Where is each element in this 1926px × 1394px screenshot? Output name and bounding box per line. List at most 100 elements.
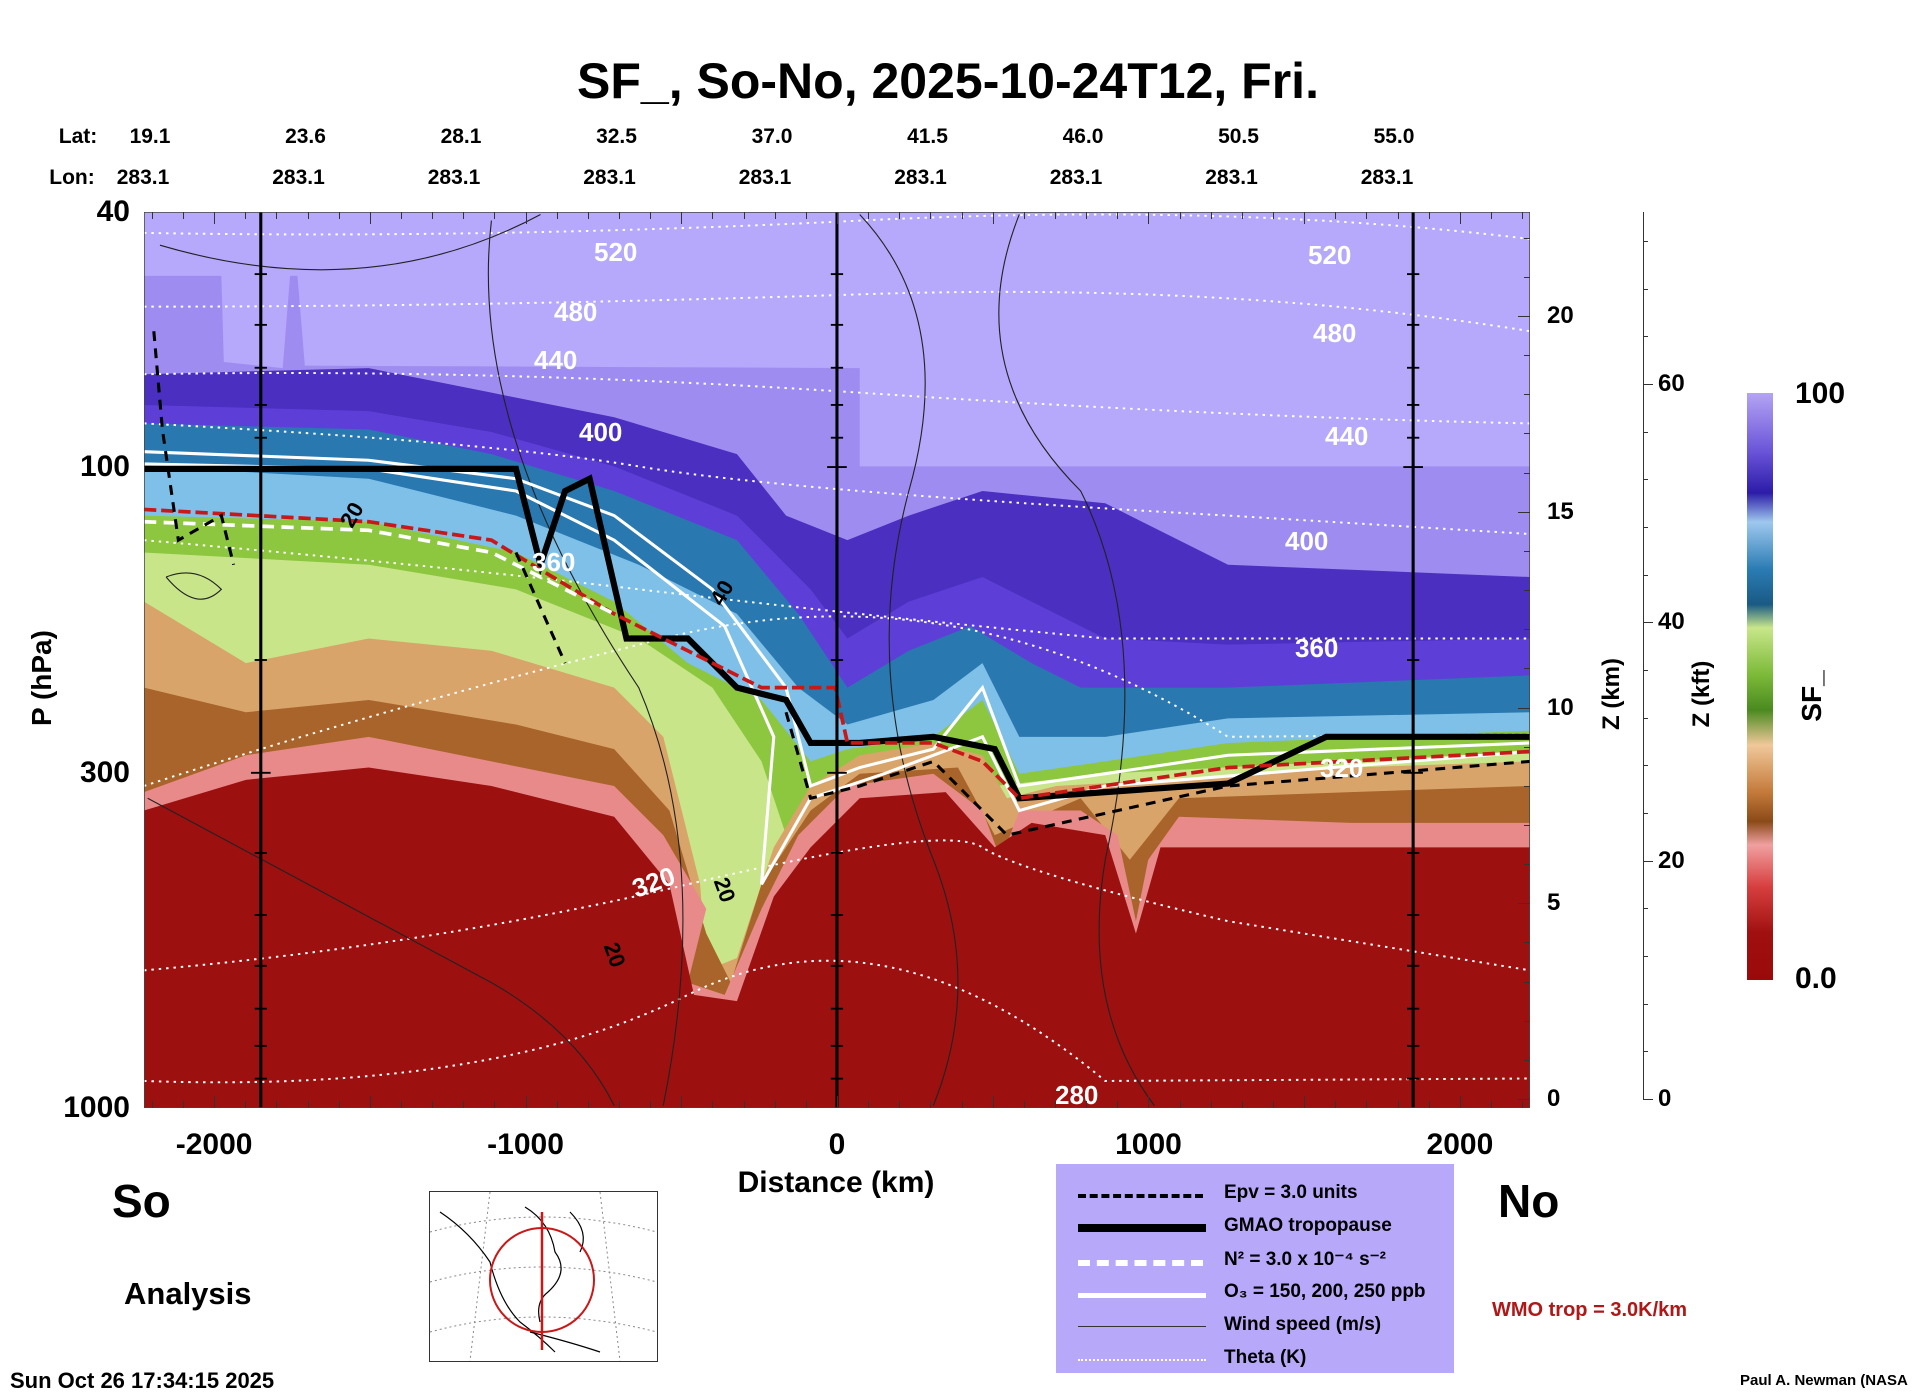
x-tick-mark [1241, 1101, 1243, 1108]
z-km-tick-mark [1524, 864, 1530, 866]
thin-line-icon [1078, 1326, 1206, 1327]
x-tick-mark [618, 212, 620, 219]
z-kft-tick-mark [1643, 717, 1648, 719]
x-tick-mark [681, 1096, 683, 1108]
x-tick-mark [587, 1101, 589, 1108]
x-tick-mark [463, 212, 465, 219]
x-tick-mark [1522, 212, 1524, 219]
dotted-line-icon [1078, 1359, 1206, 1361]
x-tick-mark [1428, 212, 1430, 219]
theta-label: 360 [1295, 633, 1339, 663]
x-tick-mark [1459, 212, 1461, 224]
x-tick-label: 2000 [1426, 1128, 1494, 1161]
z-kft-tick-mark [1643, 908, 1648, 910]
theta-label: 480 [554, 297, 598, 327]
x-tick-mark [837, 212, 838, 224]
x-tick-mark [400, 212, 402, 219]
legend-item-wind: Wind speed (m/s) [1056, 1312, 1454, 1342]
x-tick-mark [1397, 1101, 1399, 1108]
z-kft-tick-mark [1643, 527, 1648, 528]
lat-value: 46.0 [1062, 125, 1104, 148]
x-tick-label: 1000 [1115, 1128, 1182, 1161]
x-tick-label: -2000 [175, 1128, 253, 1161]
x-tick-mark [1117, 212, 1119, 219]
plot-area: 520 480 440 400 360 320 280 520 480 440 400 360 320 2… [143, 211, 1531, 1110]
x-tick-mark [245, 1101, 247, 1108]
marker-lines [250, 212, 1423, 1109]
x-tick-mark [556, 1101, 558, 1108]
colorbar-label: SF_ [1796, 670, 1827, 722]
wind-contours [147, 213, 1155, 1106]
z-km-tick-mark [1524, 629, 1530, 631]
z-km-tick-mark [1524, 276, 1530, 278]
cross-section [143, 211, 1531, 1109]
z-kft-label: Z (kft) [1688, 660, 1715, 728]
z-kft-tick-label: 20 [1658, 846, 1685, 874]
z-kft-tick-mark [1643, 622, 1653, 624]
lat-value: 55.0 [1373, 125, 1415, 148]
legend-label: Theta (K) [1224, 1347, 1307, 1368]
lat-value: 32.5 [596, 125, 637, 148]
z-km-tick-mark [1524, 785, 1530, 787]
x-tick-mark [214, 212, 216, 224]
x-tick-mark [930, 212, 932, 219]
x-tick-mark [1055, 1101, 1057, 1108]
white-line-icon [1078, 1293, 1206, 1298]
x-tick-mark [618, 1101, 620, 1108]
z-kft-tick-mark [1643, 574, 1648, 576]
x-tick-mark [1335, 212, 1337, 219]
z-kft-tick-label: 60 [1658, 370, 1685, 397]
z-kft-tick-mark [1643, 241, 1648, 242]
x-axis-label: Distance (km) [737, 1166, 935, 1199]
x-tick-mark [1522, 1101, 1524, 1108]
z-km-tick-mark [1524, 824, 1530, 826]
map-icon [430, 1192, 657, 1361]
z-kft-tick-label: 0 [1658, 1085, 1672, 1112]
z-km-tick-label: 20 [1547, 302, 1574, 329]
x-tick-mark [868, 1101, 870, 1108]
x-tick-mark [1179, 1101, 1181, 1108]
theta-label: 440 [534, 345, 578, 375]
lon-value: 283.1 [272, 166, 325, 189]
z-kft-tick-mark [1643, 1003, 1648, 1005]
z-kft-axis [1643, 212, 1644, 1099]
x-tick-mark [1304, 1096, 1306, 1108]
x-tick-mark [1273, 212, 1275, 219]
z-km-tick-mark [1524, 981, 1530, 983]
x-tick-mark [805, 1101, 807, 1108]
x-tick-mark [1273, 1101, 1275, 1108]
north-label: No [1498, 1175, 1560, 1227]
x-tick-mark [151, 212, 153, 219]
x-tick-mark [400, 1101, 402, 1108]
x-tick-mark [1491, 212, 1493, 219]
x-tick-mark [1366, 1101, 1368, 1108]
legend: Epv = 3.0 units GMAO tropopause N² = 3.0… [1056, 1164, 1454, 1373]
z-km-tick-label: 0 [1547, 1085, 1561, 1112]
dashed-line-icon [1078, 1194, 1203, 1198]
x-tick-label: -1000 [487, 1128, 564, 1161]
lon-value: 283.1 [738, 166, 792, 189]
x-tick-mark [1023, 1101, 1025, 1108]
lat-value: 50.5 [1218, 125, 1259, 148]
legend-label: Wind speed (m/s) [1224, 1314, 1382, 1335]
colorbar-min: 0.0 [1795, 962, 1837, 995]
x-tick-mark [992, 212, 994, 224]
x-tick-mark [525, 212, 527, 224]
legend-item-n2: N² = 3.0 x 10⁻⁴ s⁻² [1056, 1246, 1454, 1276]
z-km-tick-label: 10 [1547, 693, 1574, 721]
ozone-contours [143, 450, 1531, 886]
z-kft-tick-mark [1643, 336, 1648, 338]
lat-value: 28.1 [440, 125, 482, 148]
x-tick-label: 0 [828, 1128, 846, 1161]
map-inset [429, 1191, 658, 1362]
lon-value: 283.1 [1049, 166, 1103, 189]
x-tick-mark [899, 212, 901, 219]
theta-label: 440 [1325, 421, 1369, 451]
x-tick-mark [432, 212, 434, 219]
lon-value: 283.1 [116, 166, 170, 189]
x-tick-mark [494, 1101, 496, 1108]
x-tick-mark [245, 212, 247, 219]
x-tick-mark [961, 1101, 963, 1108]
lon-value: 283.1 [427, 166, 481, 189]
x-tick-mark [1304, 212, 1306, 224]
